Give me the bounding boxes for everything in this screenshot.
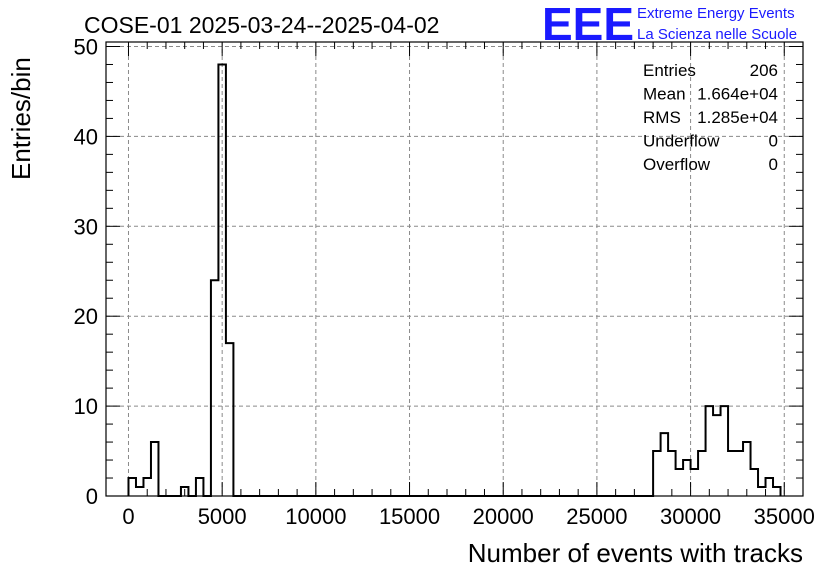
histogram-bin [170,487,177,496]
x-tick-label: 15000 [379,504,440,529]
histogram-bin [218,64,225,496]
histogram-bin [211,280,218,496]
histogram-bin [653,451,660,496]
x-tick-label: 35000 [754,504,815,529]
histogram-bin [743,442,750,496]
x-tick-label: 5000 [198,504,247,529]
histogram-bin [736,451,743,496]
y-axis-label: Entries/bin [6,57,36,180]
y-tick-label: 10 [74,394,98,419]
histogram-bin [683,460,690,496]
histogram-bin [619,487,626,496]
x-tick-label: 10000 [285,504,346,529]
histogram-bin [305,487,312,496]
y-tick-labels: 0 10 20 30 40 50 [74,34,98,509]
stats-value: 0 [769,155,778,174]
y-tick-label: 30 [74,214,98,239]
stats-value: 1.664e+04 [697,85,778,104]
plot-frame [105,41,804,497]
x-axis-label: Number of events with tracks [468,538,803,568]
histogram-bin [589,478,596,496]
x-tick-label: 30000 [660,504,721,529]
logo-line-1: Extreme Energy Events [637,5,795,22]
x-tick-labels: 0 5000 10000 15000 20000 25000 30000 35000 [122,504,814,529]
histogram-bin [196,478,203,496]
stats-label: Mean [643,85,686,104]
histogram-bin [706,406,713,496]
histogram-bin [773,487,780,496]
grid-lines [106,42,803,496]
stats-label: Overflow [643,155,711,174]
histogram-bin [766,478,773,496]
eee-logo: EEE Extreme Energy Events La Scienza nel… [542,0,797,50]
histogram-bin [698,451,705,496]
histogram-bin [128,478,135,496]
histogram-bin [661,433,668,496]
x-tick-label: 25000 [566,504,627,529]
histogram-bin [522,487,529,496]
y-tick-label: 40 [74,124,98,149]
stats-value: 206 [750,61,778,80]
histogram-bars [127,63,782,497]
histogram-bin [721,406,728,496]
histogram-bin [151,442,158,496]
histogram-bin [676,469,683,496]
histogram-bin [758,487,765,496]
y-tick-label: 0 [86,484,98,509]
stats-box: Entries 206 Mean 1.664e+04 RMS 1.285e+04 Under… [643,61,778,174]
x-tick-label: 20000 [473,504,534,529]
chart-title: COSE-01 2025-03-24--2025-04-02 [84,12,439,38]
histogram-bin [642,487,649,496]
histogram-bin [751,469,758,496]
stats-label: Entries [643,61,696,80]
x-tick-label: 0 [122,504,134,529]
y-tick-label: 50 [74,34,98,59]
histogram-bin [713,415,720,496]
axis-ticks [106,42,803,497]
stats-label: RMS [643,108,681,127]
y-tick-label: 20 [74,304,98,329]
histogram-bin [136,487,143,496]
histogram-bin [728,451,735,496]
histogram-bin [691,469,698,496]
stats-value: 0 [769,132,778,151]
logo-line-2: La Scienza nelle Scuole [637,26,797,43]
stats-value: 1.285e+04 [697,108,778,127]
histogram-bin [226,343,233,496]
histogram-bin [604,478,611,496]
stats-label: Underflow [643,132,720,151]
histogram-bin [627,487,634,496]
